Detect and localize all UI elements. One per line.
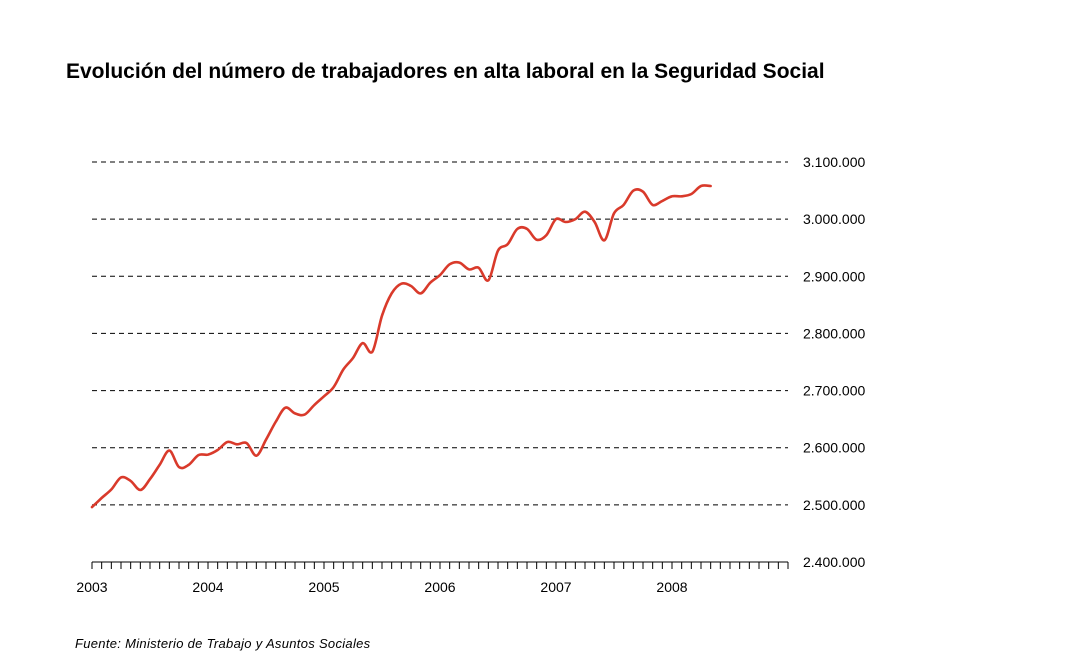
- x-tick-label: 2006: [424, 579, 455, 595]
- y-tick-label: 2.500.000: [803, 497, 865, 513]
- x-tick-label: 2004: [192, 579, 223, 595]
- y-tick-label: 2.700.000: [803, 383, 865, 399]
- gridlines: [92, 161, 788, 506]
- source-note: Fuente: Ministerio de Trabajo y Asuntos …: [75, 636, 371, 651]
- y-tick-label: 2.600.000: [803, 440, 865, 456]
- x-tick-label: 2003: [76, 579, 107, 595]
- x-tick-label: 2007: [540, 579, 571, 595]
- y-tick-label: 2.400.000: [803, 554, 865, 570]
- x-axis: 2003 2004 2005 2006 2007 2008: [76, 561, 789, 595]
- y-axis-tick-labels: 2.400.000 2.500.000 2.600.000 2.700.000 2.80…: [803, 154, 865, 570]
- series-line: [90, 184, 712, 509]
- y-tick-label: 3.000.000: [803, 211, 865, 227]
- y-tick-label: 2.800.000: [803, 325, 865, 341]
- x-tick-label: 2008: [656, 579, 687, 595]
- chart-title: Evolución del número de trabajadores en …: [66, 60, 825, 83]
- y-tick-label: 3.100.000: [803, 154, 865, 170]
- x-tick-label: 2005: [308, 579, 339, 595]
- y-tick-label: 2.900.000: [803, 268, 865, 284]
- series-group: [90, 184, 712, 509]
